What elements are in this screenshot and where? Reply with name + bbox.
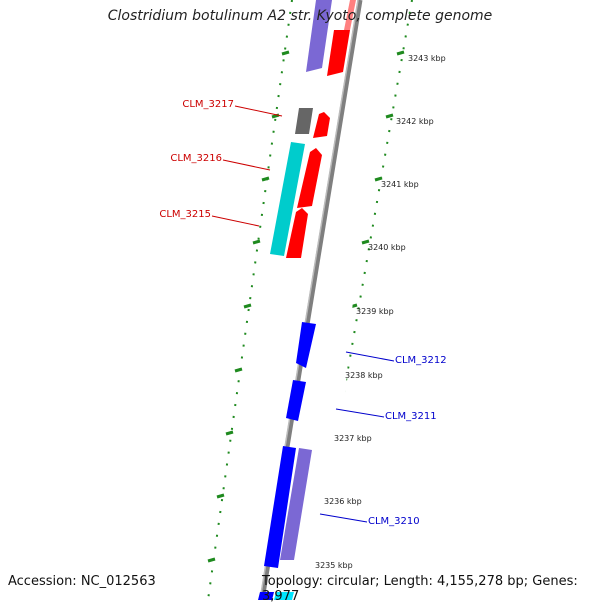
kbp-label: 3241 kbp — [381, 180, 419, 189]
cds-feature[interactable] — [280, 448, 312, 560]
tick-mark — [216, 493, 225, 499]
tick-mark — [396, 50, 405, 56]
tick-mark — [374, 176, 383, 182]
kbp-label: 3242 kbp — [396, 117, 434, 126]
leader-line — [335, 408, 385, 418]
cds-feature[interactable] — [295, 108, 313, 134]
forward-gene-arrow[interactable] — [344, 0, 356, 30]
tick-mark — [207, 557, 216, 563]
leader-line — [319, 513, 368, 523]
leader-line — [345, 351, 395, 362]
gene-label-clm-3211[interactable]: CLM_3211 — [385, 411, 437, 422]
tick-mark — [281, 50, 290, 56]
kbp-label: 3236 kbp — [324, 497, 362, 506]
leader-line — [222, 159, 271, 171]
tick-mark — [252, 239, 261, 245]
tick-mark — [261, 176, 270, 182]
cds-feature[interactable] — [274, 592, 294, 600]
gene-label-clm-3212[interactable]: CLM_3212 — [395, 355, 447, 366]
tick-mark — [361, 239, 370, 245]
reverse-gene-arrow[interactable] — [296, 322, 316, 368]
forward-gene-arrow[interactable] — [297, 148, 322, 208]
gene-label-clm-3216[interactable]: CLM_3216 — [170, 153, 222, 164]
map-title: Clostridium botulinum A2 str. Kyoto, com… — [107, 8, 493, 24]
kbp-label: 3240 kbp — [368, 243, 406, 252]
kbp-label: 3238 kbp — [345, 371, 383, 380]
forward-gene-arrow[interactable] — [313, 112, 330, 138]
kbp-label: 3235 kbp — [315, 561, 353, 570]
reverse-gene-arrow[interactable] — [286, 380, 306, 421]
reverse-gene-arrow[interactable] — [258, 592, 274, 600]
gene-label-clm-3210[interactable]: CLM_3210 — [368, 516, 420, 527]
cds-feature[interactable] — [270, 142, 305, 256]
forward-gene-arrow[interactable] — [327, 30, 350, 76]
gene-label-clm-3217[interactable]: CLM_3217 — [182, 99, 234, 110]
gene-label-clm-3215[interactable]: CLM_3215 — [159, 209, 211, 220]
cds-feature[interactable] — [306, 0, 332, 72]
inner-dotted-line — [207, 0, 293, 600]
inner-dotted-track — [207, 0, 293, 600]
kbp-label: 3237 kbp — [334, 434, 372, 443]
leader-line — [211, 215, 260, 227]
forward-gene-arrow[interactable] — [286, 208, 308, 258]
tick-mark — [225, 430, 234, 436]
kbp-label: 3243 kbp — [408, 54, 446, 63]
accession-text: Accession: NC_012563 — [8, 574, 156, 589]
tick-mark — [234, 367, 243, 373]
tick-mark — [243, 303, 252, 309]
reverse-gene-arrow[interactable] — [264, 446, 296, 568]
tick-mark — [385, 113, 394, 119]
label-leaders — [211, 105, 395, 523]
kbp-label: 3239 kbp — [356, 307, 394, 316]
leader-line — [234, 105, 283, 117]
